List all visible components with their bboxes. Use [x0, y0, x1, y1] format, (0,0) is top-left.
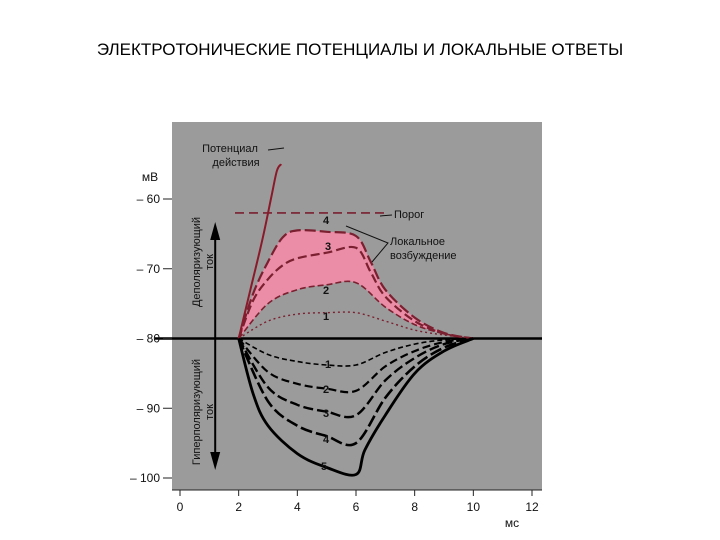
depolarizing-curve-number: 3: [325, 241, 331, 253]
y-tick-label: – 80: [137, 332, 161, 346]
x-tick-label: 12: [525, 500, 539, 514]
depolarizing-curve-number: 4: [323, 215, 330, 227]
hyperpolarizing-curve-number: 4: [323, 434, 330, 446]
y-tick-label: – 100: [130, 471, 160, 485]
y-tick-label: – 60: [137, 192, 161, 206]
hyperpolarizing-curve-1: [238, 337, 474, 367]
depolarizing-curve-number: 2: [323, 285, 329, 297]
threshold-label: Порог: [394, 209, 424, 221]
current-arrow-down-head: [210, 452, 221, 470]
hyperpolarizing-current-label: Гиперполяризующий ток: [191, 359, 216, 465]
x-tick-label: 8: [411, 500, 418, 514]
hyperpolarizing-current-label-line2: ток: [204, 404, 216, 420]
y-tick-label: – 90: [137, 401, 161, 415]
x-tick-label: 6: [353, 500, 360, 514]
hyperpolarizing-curve-number: 2: [323, 384, 329, 396]
local-response-fill-2-3: [238, 246, 474, 339]
hyperpolarizing-curve-4: [237, 337, 474, 447]
action-potential-label-line2: действия: [212, 157, 259, 169]
x-tick-label: 4: [294, 500, 301, 514]
depolarizing-curve-number: 1: [323, 311, 329, 323]
slide-title: ЭЛЕКТРОТОНИЧЕСКИЕ ПОТЕНЦИАЛЫ И ЛОКАЛЬНЫЕ…: [96, 40, 624, 59]
local-response-label-line2: возбуждение: [390, 250, 457, 262]
depolarizing-curve-4: [237, 229, 474, 340]
hyperpolarizing-curve-number: 1: [325, 359, 331, 371]
action-potential-label-line1: Потенциал: [202, 143, 258, 155]
x-axis-label: мс: [505, 516, 519, 530]
depolarizing-curve-1: [238, 311, 474, 340]
local-response-fill-3-4: [238, 230, 474, 339]
hyperpolarizing-curve-number: 5: [321, 461, 327, 473]
local-response-pointer: [345, 225, 389, 263]
current-arrow-up-head: [210, 222, 221, 240]
hyperpolarizing-current-label-line1: Гиперполяризующий: [191, 359, 203, 465]
local-response-label-line1: Локальное: [390, 236, 445, 248]
plot-area: [172, 122, 542, 490]
depolarizing-current-label-line1: Деполяризующий: [191, 217, 203, 307]
depolarizing-curve-2: [238, 280, 474, 340]
y-axis-label: мВ: [142, 170, 158, 184]
action-potential-curve: [237, 163, 283, 339]
action-potential-pointer: [267, 147, 285, 151]
y-tick-label: – 70: [137, 262, 161, 276]
depolarizing-current-label: Деполяризующий ток: [191, 217, 216, 307]
x-tick-label: 0: [177, 500, 184, 514]
hyperpolarizing-curve-2: [237, 337, 474, 394]
hyperpolarizing-curve-number: 3: [323, 408, 329, 420]
depolarizing-current-label-line2: ток: [204, 254, 216, 270]
hyperpolarizing-curve-5: [237, 337, 474, 477]
threshold-pointer: [379, 214, 393, 217]
depolarizing-curve-3: [237, 245, 474, 340]
hyperpolarizing-curve-3: [237, 337, 474, 419]
x-tick-label: 10: [467, 500, 481, 514]
x-tick-label: 2: [235, 500, 242, 514]
